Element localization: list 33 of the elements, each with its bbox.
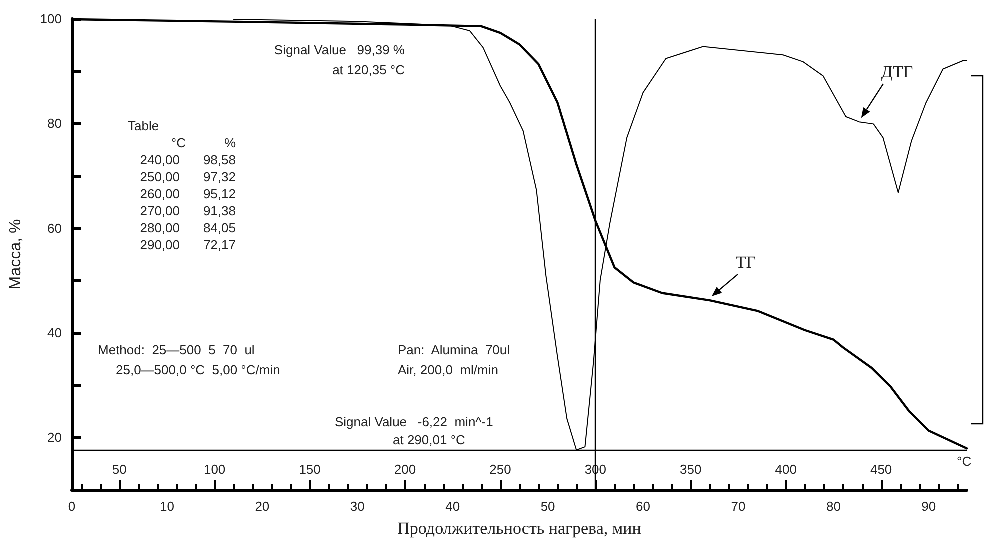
x2-tick-label: 400 bbox=[775, 462, 797, 477]
x2-tick-label: 150 bbox=[299, 462, 321, 477]
x2-tick-label: 450 bbox=[870, 462, 892, 477]
x-tick-label: 70 bbox=[731, 499, 746, 514]
x-tick-label: 0 bbox=[68, 499, 76, 514]
annotation: Signal Value 99,39 % at 120,35 °C bbox=[274, 42, 406, 78]
annotation: Pan: Alumina 70ul Air, 200,0 ml/min bbox=[398, 342, 510, 378]
annotation: Signal Value -6,22 min^-1 at 290,01 °C bbox=[335, 414, 494, 448]
annotation: Method: 25—500 5 70 ul 25,0—500,0 °C 5,00 °C/min bbox=[98, 342, 280, 378]
x2-tick-label: 350 bbox=[680, 462, 702, 477]
series-label: ДТГ bbox=[881, 62, 914, 82]
text: Table °C % 240,00 98,58 250,00 97,32 260,00 95,12 270,00 91,38 280,00 84,05 290,00 72,17 bbox=[128, 118, 236, 252]
x-tick-label: 30 bbox=[350, 499, 365, 514]
y-tick-label: 100 bbox=[40, 12, 62, 26]
x2-tick-label: 100 bbox=[204, 462, 226, 477]
y-tick-label: 80 bbox=[48, 116, 62, 132]
x-tick-label: 90 bbox=[922, 499, 936, 514]
x-axis-title: Продолжительность нагрева, мин bbox=[398, 519, 642, 538]
x-tick-label: 10 bbox=[160, 499, 174, 514]
y-axis-title: Масса, % bbox=[8, 219, 24, 290]
x-tick-label: 60 bbox=[636, 499, 651, 514]
x2-axis-title: °C bbox=[957, 454, 972, 469]
x-tick-label: 40 bbox=[446, 499, 460, 514]
x-tick-label: 80 bbox=[826, 499, 841, 514]
x-tick-label: 20 bbox=[255, 499, 270, 514]
x-tick-label: 50 bbox=[540, 499, 556, 514]
y-tick-label: 60 bbox=[48, 220, 62, 236]
series-label: ТГ bbox=[736, 253, 756, 272]
x2-tick-label: 200 bbox=[394, 462, 416, 477]
x2-tick-label: 250 bbox=[490, 462, 512, 477]
x2-tick-label: 50 bbox=[112, 462, 127, 477]
y-tick-label: 40 bbox=[48, 326, 62, 340]
y-tick-label: 20 bbox=[48, 430, 62, 446]
